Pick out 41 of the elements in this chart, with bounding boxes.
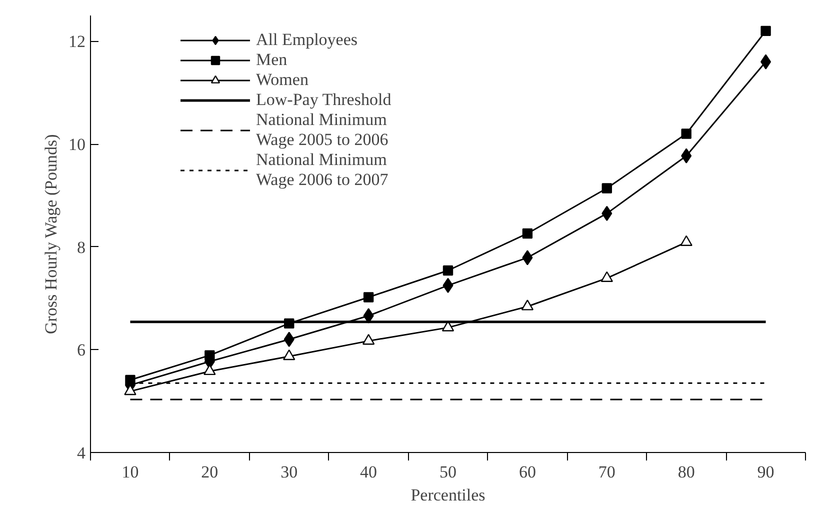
point (681, 148, 692, 164)
point (522, 228, 533, 239)
x-tick-label: 40 (360, 462, 378, 482)
point (204, 350, 215, 360)
x-axis-title: Percentiles (410, 486, 486, 504)
point (760, 26, 771, 36)
point (283, 349, 296, 360)
x-tick-label: 70 (598, 462, 616, 482)
point (760, 54, 772, 70)
point (363, 308, 374, 324)
legend-label: Women (256, 70, 308, 90)
y-axis-title: Gross Hourly Wage (Pounds) (42, 134, 60, 334)
point (362, 334, 375, 345)
y-tick-label: 6 (77, 340, 86, 360)
point (602, 183, 612, 194)
y-tick-label: 10 (68, 135, 86, 154)
x-tick-label: 10 (122, 462, 139, 482)
legend-label: Men (256, 50, 288, 70)
y-tick-label: 12 (68, 32, 86, 52)
point (284, 332, 294, 347)
x-tick-label: 50 (440, 462, 456, 482)
point (125, 374, 136, 386)
x-tick-label: 60 (518, 462, 536, 482)
x-tick-label: 80 (678, 462, 695, 482)
legend-label: All Employees (256, 30, 358, 50)
y-tick-label: 4 (77, 444, 86, 462)
point (442, 320, 454, 332)
point (681, 128, 692, 139)
x-tick-label: 90 (757, 462, 774, 482)
point (442, 265, 454, 276)
y-tick-label: 8 (77, 238, 86, 257)
point (680, 235, 692, 246)
legend-label: Low-Pay Threshold (256, 90, 392, 110)
point (522, 250, 533, 266)
point (363, 292, 374, 302)
x-tick-label: 30 (280, 462, 298, 482)
point (600, 271, 613, 282)
legend-label: National Minimum Wage 2005 to 2006 (256, 110, 388, 150)
x-tick-label: 20 (201, 462, 218, 482)
legend-label: National Minimum Wage 2006 to 2007 (256, 150, 388, 190)
point (521, 300, 534, 310)
